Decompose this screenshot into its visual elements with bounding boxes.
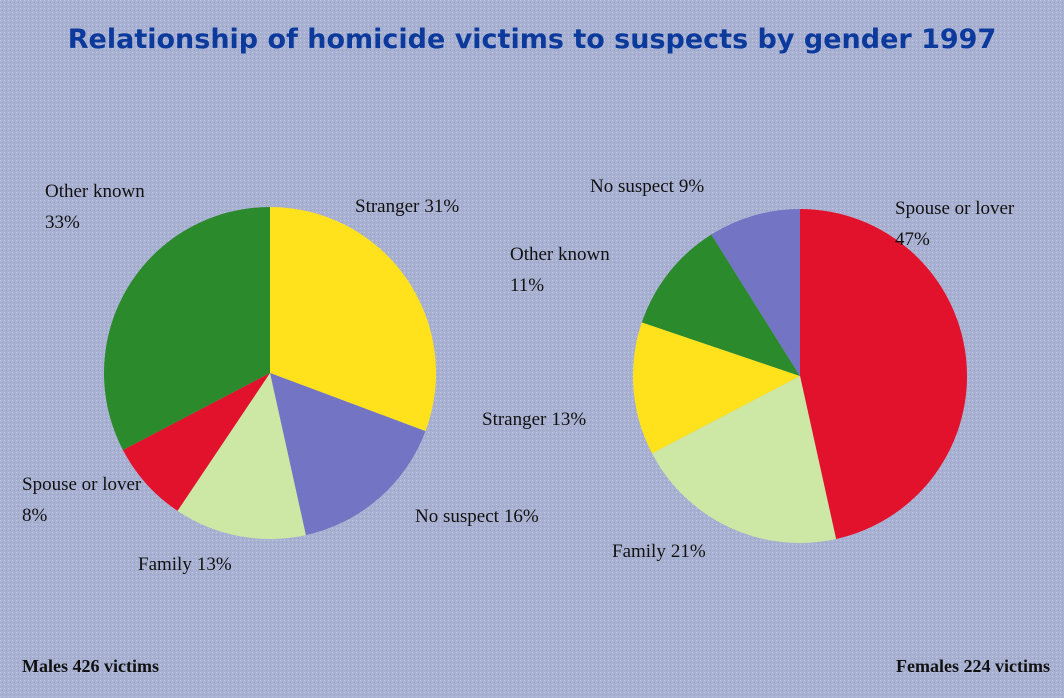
chart-title: Relationship of homicide victims to susp… — [68, 24, 997, 55]
slice-label: Spouse or lover 8% — [22, 474, 142, 526]
slice-label: Family 13% — [138, 554, 232, 575]
slice-category: Spouse or lover — [22, 474, 142, 495]
slice-category: Other known — [510, 244, 610, 265]
slice-label: Family 21% — [612, 541, 706, 562]
slice-value-label: 47% — [895, 229, 930, 250]
pie-slice — [633, 322, 800, 454]
slice-category: Other known — [45, 181, 145, 202]
slice-label: Stranger 13% — [482, 409, 586, 430]
pie-slice — [641, 234, 800, 376]
slice-label: Other known 11% — [510, 244, 610, 296]
slice-value-label: 31% — [424, 196, 459, 217]
slice-value-label: 21% — [671, 541, 706, 562]
chart-caption: Females 224 victims — [896, 656, 1050, 676]
slice-category: No suspect — [415, 506, 500, 527]
pie-slice — [711, 209, 800, 376]
slice-category: No suspect — [590, 176, 675, 197]
slice-category: Stranger — [482, 409, 547, 430]
slice-category: Spouse or lover — [895, 198, 1015, 219]
pie-slice — [652, 376, 837, 543]
slice-label: No suspect 9% — [590, 176, 704, 197]
pie-slice — [270, 207, 437, 432]
slice-category: Family — [612, 541, 666, 562]
slice-label: No suspect 16% — [415, 506, 539, 527]
chart-caption: Males 426 victims — [22, 656, 159, 676]
pie-slice — [122, 373, 270, 511]
slice-label: Spouse or lover 47% — [895, 198, 1015, 250]
slice-value-label: 33% — [45, 212, 80, 233]
slice-category: Stranger — [355, 196, 420, 217]
slice-value-label: 13% — [197, 554, 232, 575]
slice-label: Stranger 31% — [355, 196, 459, 217]
slice-value-label: 8% — [22, 505, 48, 526]
slice-label: Other known 33% — [45, 181, 145, 233]
slice-value-label: 11% — [510, 275, 544, 296]
slice-value-label: 9% — [679, 176, 705, 197]
slice-category: Family — [138, 554, 192, 575]
pie-slice — [177, 373, 306, 539]
slice-value-label: 13% — [551, 409, 586, 430]
pie-slice — [800, 209, 967, 540]
slice-value-label: 16% — [504, 506, 539, 527]
pie-slice — [103, 206, 270, 450]
pie-slice — [270, 373, 426, 536]
